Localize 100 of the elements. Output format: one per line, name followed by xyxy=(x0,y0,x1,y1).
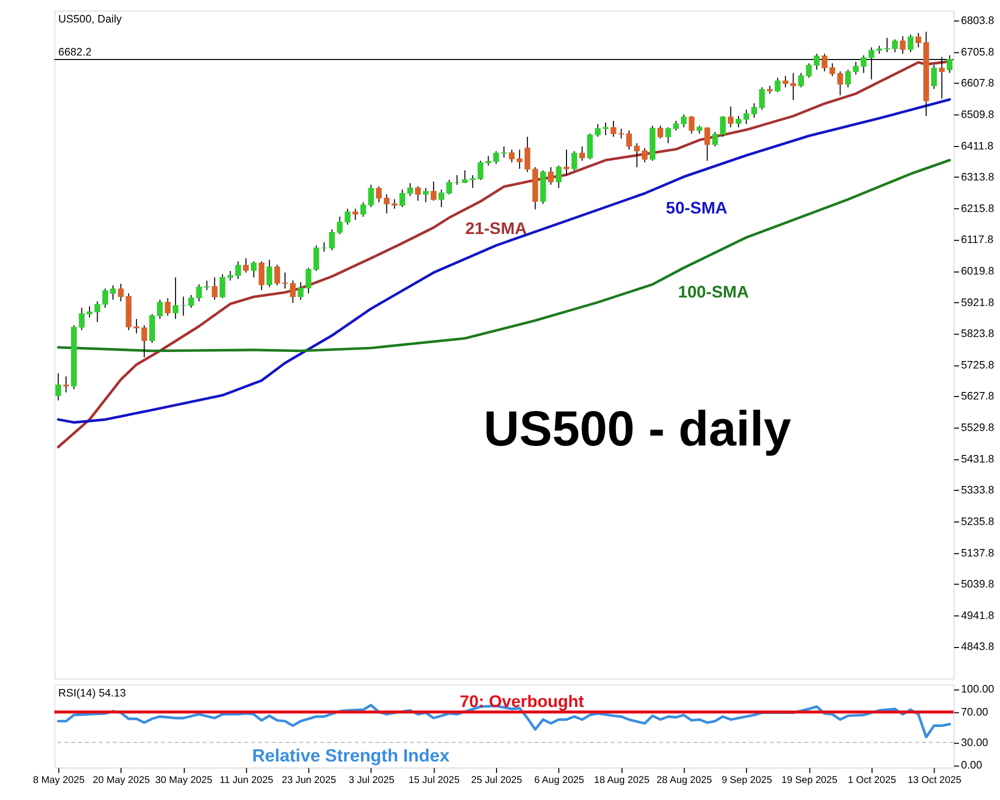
candlestick xyxy=(790,72,796,101)
candlestick xyxy=(845,69,851,88)
x-tick-label: 15 Jul 2025 xyxy=(408,774,460,786)
y-tick-label: 5235.8 xyxy=(960,516,994,528)
x-tick-label: 9 Sep 2025 xyxy=(722,774,773,786)
candlestick xyxy=(392,198,398,210)
candlestick xyxy=(94,300,100,323)
candlestick xyxy=(610,120,616,138)
x-tick-label: 11 Jun 2025 xyxy=(220,774,274,786)
y-tick-label: 6705.8 xyxy=(960,46,994,58)
candlestick xyxy=(180,296,186,316)
candlestick xyxy=(141,324,148,358)
candlestick xyxy=(298,282,304,300)
series-label: 100-SMA xyxy=(678,282,749,302)
series-label: 21-SMA xyxy=(465,219,527,238)
candlestick xyxy=(704,126,710,162)
candlestick xyxy=(196,284,202,302)
y-tick-label: 6313.8 xyxy=(960,172,994,184)
candlestick xyxy=(829,62,836,77)
candlestick xyxy=(235,260,241,280)
candlestick xyxy=(688,116,694,134)
annotation: US500 - daily xyxy=(484,401,792,456)
candlestick xyxy=(916,32,922,48)
candlestick xyxy=(743,109,750,125)
y-tick-label: 5921.8 xyxy=(960,296,994,309)
candlestick xyxy=(462,170,468,184)
candlestick xyxy=(118,283,124,302)
candlestick xyxy=(712,132,718,147)
x-tick-label: 28 Aug 2025 xyxy=(656,774,713,786)
candlestick xyxy=(626,130,632,150)
y-tick-label: 6215.8 xyxy=(960,202,994,215)
candlestick xyxy=(352,208,358,220)
candlestick xyxy=(618,128,624,139)
candlestick xyxy=(493,150,499,164)
candlestick xyxy=(220,274,226,299)
y-tick-label: 0.00 xyxy=(960,760,982,772)
x-tick-label: 20 May 2025 xyxy=(92,774,150,786)
x-tick-label: 8 May 2025 xyxy=(32,774,86,786)
x-tick-label: 1 Oct 2025 xyxy=(848,774,897,786)
y-tick-label: 5725.8 xyxy=(960,359,994,372)
y-tick-label: 6803.8 xyxy=(960,15,994,28)
candlestick xyxy=(478,160,484,180)
x-tick-label: 19 Sep 2025 xyxy=(781,774,838,786)
candlestick xyxy=(110,284,116,300)
y-tick-label: 5627.8 xyxy=(960,390,994,403)
y-tick-label: 6411.8 xyxy=(960,140,994,152)
y-tick-label: 5039.8 xyxy=(960,578,994,591)
candlestick xyxy=(258,260,264,291)
candlestick xyxy=(422,187,429,203)
x-tick-label: 13 Oct 2025 xyxy=(908,774,962,786)
candlestick xyxy=(446,179,452,195)
candlestick xyxy=(837,70,844,96)
candlestick xyxy=(806,62,812,78)
x-tick-label: 30 May 2025 xyxy=(155,774,213,786)
candlestick xyxy=(634,142,640,168)
candlestick xyxy=(594,124,601,138)
candlestick xyxy=(63,376,69,393)
y-tick-label: 70.00 xyxy=(960,706,988,718)
candlestick xyxy=(430,181,436,202)
candlestick xyxy=(212,276,218,300)
candlestick xyxy=(243,258,249,274)
candlestick xyxy=(399,189,406,208)
candlestick xyxy=(86,306,92,318)
candlestick xyxy=(227,270,234,282)
candlestick xyxy=(407,182,413,196)
candlestick xyxy=(798,72,804,88)
candlestick xyxy=(290,280,296,304)
candlestick xyxy=(313,244,320,272)
candlestick xyxy=(892,38,898,53)
candlestick xyxy=(852,61,859,76)
candlestick xyxy=(751,102,758,118)
candlestick xyxy=(384,194,390,214)
candlestick xyxy=(454,174,460,186)
x-tick-label: 25 Jul 2025 xyxy=(471,774,523,786)
candlestick xyxy=(501,146,507,158)
candlestick xyxy=(415,186,421,202)
ref-line-label: 70: Overbought xyxy=(460,692,584,712)
candlestick xyxy=(657,125,664,139)
x-tick-label: 18 Aug 2025 xyxy=(594,774,650,786)
y-tick-label: 5137.8 xyxy=(960,547,994,560)
candlestick xyxy=(774,77,780,93)
candlestick xyxy=(282,272,288,290)
candlestick xyxy=(516,149,522,170)
candlestick xyxy=(485,156,492,166)
candlestick xyxy=(360,202,366,218)
y-tick-label: 6509.8 xyxy=(960,108,994,121)
candlestick xyxy=(321,242,327,252)
series-label: Relative Strength Index xyxy=(252,746,450,766)
candlestick xyxy=(204,280,210,291)
candlestick xyxy=(728,106,734,128)
candlestick xyxy=(642,148,648,163)
candlestick xyxy=(508,149,515,163)
y-tick-label: 4843.8 xyxy=(960,641,994,654)
y-tick-label: 5333.8 xyxy=(960,484,994,497)
candlestick xyxy=(782,76,788,88)
candlestick xyxy=(680,114,687,128)
line-series xyxy=(56,158,951,352)
y-tick-label: 6117.8 xyxy=(960,234,994,246)
candlestick xyxy=(564,149,570,176)
candlestick xyxy=(306,267,312,294)
